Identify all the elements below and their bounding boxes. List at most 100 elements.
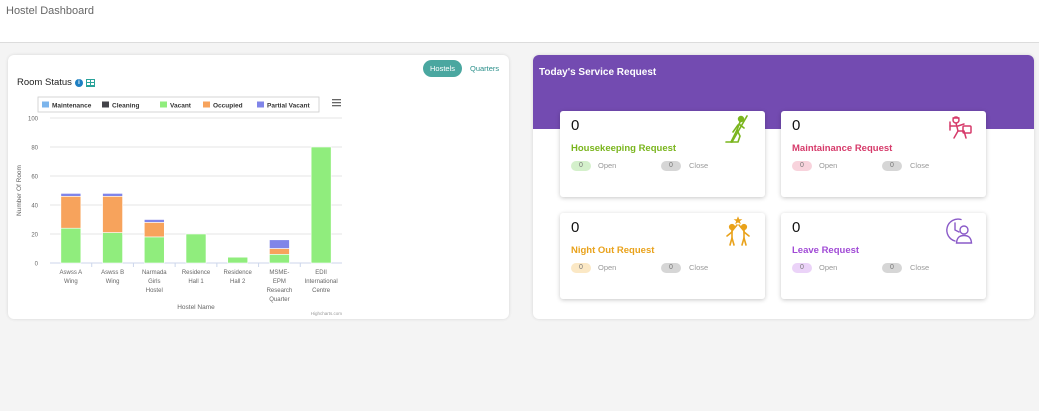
bar-segment (60, 227, 82, 264)
room-status-title-wrap: Room Status i (17, 77, 95, 88)
legend-swatch (42, 101, 49, 108)
request-count: 0 (792, 117, 801, 134)
hamburger-icon-line (332, 99, 341, 101)
user-clock-icon (946, 218, 973, 244)
bar-segment (310, 146, 332, 264)
x-tick-label: Hall 1 (188, 279, 204, 285)
request-name: Leave Request (792, 245, 860, 256)
legend-label: Vacant (170, 103, 192, 110)
bar-segment (269, 254, 290, 264)
request-count: 0 (792, 219, 801, 236)
x-tick-label: Hall 2 (230, 279, 246, 285)
housekeeping-request-card[interactable]: 0 Housekeeping Request 0 Open 0 Close (560, 111, 765, 197)
y-axis-label: Number Of Room (16, 165, 23, 216)
request-name: Maintainance Request (792, 143, 893, 154)
x-tick-label: Wing (106, 279, 120, 285)
request-count: 0 (571, 219, 580, 236)
repair-worker-icon (949, 116, 972, 139)
y-tick-label: 60 (31, 175, 38, 181)
x-tick-label: MSME- (269, 270, 289, 276)
close-count-badge[interactable]: 0 (882, 161, 902, 171)
legend-swatch (102, 101, 109, 108)
bar-segment (102, 196, 123, 233)
hostels-toggle[interactable]: Hostels (423, 60, 463, 77)
close-count-badge[interactable]: 0 (661, 263, 681, 273)
night-out-icon (726, 216, 750, 246)
bar-segment (143, 219, 165, 223)
x-tick-label: Wing (64, 279, 78, 285)
x-tick-label: International (305, 279, 338, 285)
service-request-card: Today's Service Request 0 Housekeeping R… (533, 55, 1034, 319)
open-count-badge[interactable]: 0 (571, 263, 591, 273)
x-tick-label: Residence (224, 270, 253, 276)
open-count-badge[interactable]: 0 (792, 161, 812, 171)
room-status-card: 0 20 40 60 80 100 Number Of Room Aswss A Wing Asw… (8, 55, 509, 319)
y-tick-label: 0 (35, 262, 39, 268)
x-tick-label: Aswss B (101, 270, 124, 276)
y-tick-label: 100 (28, 117, 39, 123)
room-status-title: Room Status (17, 77, 72, 88)
x-tick-label: Narmada (142, 270, 167, 276)
table-icon[interactable] (85, 78, 95, 87)
page-title: Hostel Dashboard (6, 5, 95, 17)
close-count-badge[interactable]: 0 (661, 161, 681, 171)
request-count: 0 (571, 117, 580, 134)
legend-label: Cleaning (112, 103, 139, 110)
open-count-badge[interactable]: 0 (792, 263, 812, 273)
x-tick-label: Research (267, 288, 293, 294)
legend-label: Partial Vacant (267, 103, 310, 110)
x-tick-label: Girls (148, 279, 160, 285)
leave-request-card[interactable]: 0 Leave Request 0 Open 0 Close (781, 213, 986, 299)
bar-segment (269, 239, 290, 249)
open-label: Open (598, 161, 617, 170)
bar-segment (143, 236, 165, 264)
x-axis-label: Hostel Name (177, 304, 215, 311)
x-tick-label: Aswss A (60, 270, 83, 276)
housekeeping-icon (725, 115, 748, 143)
close-count-badge[interactable]: 0 (882, 263, 902, 273)
bar-segment (185, 233, 207, 264)
y-tick-label: 40 (31, 204, 38, 210)
x-tick-label: Residence (182, 270, 211, 276)
close-label: Close (910, 263, 930, 272)
bar-segment (60, 196, 82, 229)
x-tick-label: Hostel (146, 288, 163, 294)
x-tick-label: Centre (312, 288, 331, 294)
open-label: Open (598, 263, 617, 272)
bar-segment (143, 222, 165, 238)
service-title: Today's Service Request (539, 67, 657, 78)
request-name: Night Out Request (571, 245, 655, 256)
x-tick-label: EPM (273, 279, 286, 285)
legend-label: Occupied (213, 103, 243, 110)
chart-credit: Highcharts.com (311, 311, 343, 316)
open-label: Open (819, 263, 838, 272)
y-tick-label: 20 (31, 233, 38, 239)
close-label: Close (689, 161, 709, 170)
bar-segment (60, 193, 82, 197)
y-tick-label: 80 (31, 146, 38, 152)
open-label: Open (819, 161, 838, 170)
request-name: Housekeeping Request (571, 143, 677, 154)
hamburger-icon-line (332, 102, 341, 104)
info-icon[interactable]: i (74, 78, 83, 87)
legend-swatch (203, 101, 210, 108)
legend-swatch (257, 101, 264, 108)
x-tick-label: Quarter (269, 297, 289, 303)
night-out-request-card[interactable]: 0 Night Out Request 0 Open 0 Close (560, 213, 765, 299)
legend-label: Maintenance (52, 103, 92, 110)
open-count-badge[interactable]: 0 (571, 161, 591, 171)
bar-segment (102, 193, 123, 197)
bar-segment (227, 256, 249, 264)
close-label: Close (910, 161, 930, 170)
x-tick-label: EDII (315, 270, 327, 276)
maintainance-request-card[interactable]: 0 Maintainance Request 0 Open 0 Close (781, 111, 986, 197)
hamburger-icon-line (332, 105, 341, 107)
room-status-chart: 0 20 40 60 80 100 Number Of Room Aswss A Wing Asw… (16, 96, 343, 316)
bar-segment (102, 232, 123, 264)
legend-box (37, 96, 320, 113)
legend-swatch (160, 101, 167, 108)
close-label: Close (689, 263, 709, 272)
top-bar: Hostel Dashboard (0, 0, 1039, 43)
quarters-toggle[interactable]: Quarters (470, 64, 500, 73)
bar-segment (269, 248, 290, 255)
